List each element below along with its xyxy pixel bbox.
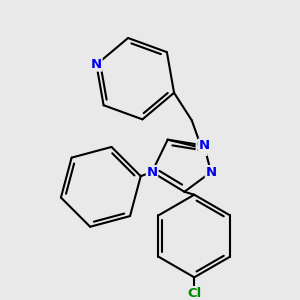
Text: N: N (91, 58, 102, 71)
Text: Cl: Cl (187, 286, 201, 300)
Text: S: S (196, 140, 207, 155)
Text: N: N (146, 166, 158, 178)
Text: N: N (199, 139, 210, 152)
Text: N: N (206, 166, 217, 178)
